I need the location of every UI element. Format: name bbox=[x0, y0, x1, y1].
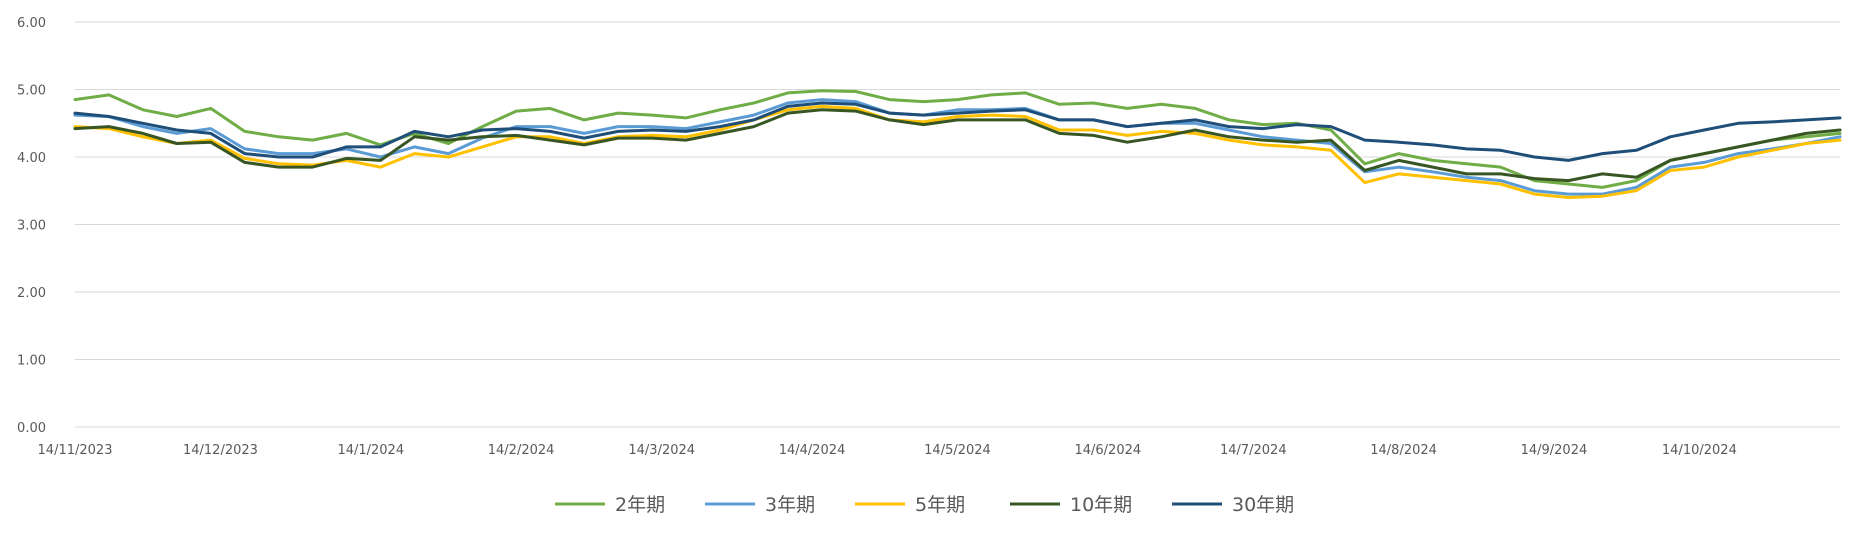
x-tick-label: 14/9/2024 bbox=[1521, 443, 1588, 458]
x-tick-label: 14/12/2023 bbox=[183, 443, 258, 458]
series-line-2 bbox=[73, 104, 1842, 199]
y-tick-label: 1.00 bbox=[17, 354, 46, 369]
x-tick-label: 14/8/2024 bbox=[1370, 443, 1437, 458]
x-tick-label: 14/7/2024 bbox=[1220, 443, 1287, 458]
y-tick-label: 5.00 bbox=[17, 84, 46, 99]
gridlines bbox=[75, 21, 1840, 428]
x-tick-label: 14/4/2024 bbox=[779, 443, 846, 458]
x-tick-label: 14/2/2024 bbox=[488, 443, 555, 458]
x-tick-label: 14/3/2024 bbox=[628, 443, 695, 458]
series-lines bbox=[73, 89, 1842, 199]
legend: 2年期 3年期 5年期 10年期 30年期 bbox=[555, 494, 1294, 516]
series-line-1 bbox=[73, 98, 1842, 196]
legend-label: 5年期 bbox=[915, 494, 965, 516]
x-tick-label: 14/6/2024 bbox=[1074, 443, 1141, 458]
legend-label: 3年期 bbox=[765, 494, 815, 516]
y-tick-label: 3.00 bbox=[17, 219, 46, 234]
x-tick-label: 14/10/2024 bbox=[1662, 443, 1737, 458]
y-tick-label: 4.00 bbox=[17, 151, 46, 166]
x-tick-label: 14/5/2024 bbox=[924, 443, 991, 458]
y-tick-label: 0.00 bbox=[17, 421, 46, 436]
series-line-4 bbox=[73, 101, 1842, 162]
x-tick-label: 14/1/2024 bbox=[337, 443, 404, 458]
y-tick-label: 2.00 bbox=[17, 286, 46, 301]
x-axis-ticks: 14/11/2023 14/12/2023 14/1/2024 14/2/2024 14… bbox=[38, 443, 1737, 458]
y-tick-label: 6.00 bbox=[17, 16, 46, 31]
legend-label: 30年期 bbox=[1232, 494, 1294, 516]
y-axis-ticks: 0.00 1.00 2.00 3.00 4.00 5.00 6.00 bbox=[17, 16, 46, 436]
x-tick-label: 14/11/2023 bbox=[38, 443, 113, 458]
legend-label: 2年期 bbox=[615, 494, 665, 516]
legend-label: 10年期 bbox=[1070, 494, 1132, 516]
series-line-0 bbox=[73, 89, 1842, 189]
series-line-3 bbox=[73, 108, 1842, 183]
